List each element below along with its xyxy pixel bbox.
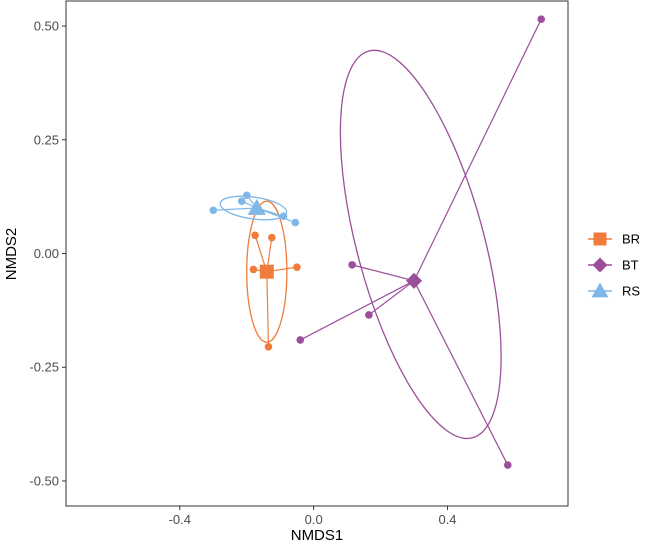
- sample-point-br: [268, 233, 276, 242]
- sample-point-bt: [503, 461, 512, 469]
- legend-label-bt: BT: [622, 258, 639, 273]
- centroid-rs: [247, 198, 266, 215]
- sample-point-rs: [209, 206, 218, 215]
- plot-panel-border: [65, 0, 569, 507]
- confidence-ellipse-rs: [219, 195, 288, 221]
- sample-point-br: [264, 342, 273, 351]
- sample-point-bt: [537, 15, 546, 23]
- spider-line-bt: [413, 280, 509, 466]
- y-tick-label: 0.25: [34, 132, 59, 147]
- legend-label-br: BR: [622, 232, 640, 247]
- confidence-ellipse-br: [246, 200, 288, 343]
- legend-key-br: [593, 232, 607, 246]
- x-tick-label: -0.4: [169, 512, 191, 527]
- y-axis-title: NMDS2: [3, 228, 20, 281]
- series-br: [246, 200, 301, 351]
- centroid-bt: [406, 272, 423, 289]
- series-rs: [209, 191, 300, 227]
- confidence-ellipse-bt: [339, 49, 502, 440]
- y-tick-label: 0.00: [34, 246, 59, 261]
- centroid-br: [259, 264, 274, 279]
- sample-point-rs: [237, 197, 246, 205]
- spider-line-bt: [413, 18, 542, 282]
- spider-line-bt: [299, 280, 415, 341]
- sample-point-bt: [348, 261, 356, 269]
- y-tick-label: -0.50: [29, 473, 59, 488]
- sample-point-rs: [242, 191, 251, 200]
- legend-label-rs: RS: [622, 284, 640, 299]
- sample-point-rs: [279, 212, 288, 220]
- sample-point-br: [249, 265, 258, 274]
- spider-line-bt: [368, 280, 415, 316]
- series-bt: [296, 15, 546, 469]
- sample-point-br: [251, 231, 259, 240]
- y-tick-label: -0.25: [29, 360, 59, 375]
- legend-key-rs: [591, 282, 609, 298]
- sample-point-rs: [291, 218, 300, 227]
- x-tick-label: 0.4: [438, 512, 456, 527]
- spider-line-br: [266, 271, 270, 347]
- sample-point-bt: [365, 311, 373, 319]
- sample-point-br: [293, 263, 301, 271]
- spider-line-rs: [213, 207, 257, 211]
- spider-line-bt: [351, 264, 415, 282]
- y-tick-label: 0.50: [34, 19, 59, 34]
- x-axis-title: NMDS1: [291, 527, 344, 544]
- sample-point-bt: [296, 336, 305, 344]
- x-tick-label: 0.0: [305, 512, 323, 527]
- legend: BR BT RS: [588, 232, 640, 299]
- legend-key-bt: [592, 257, 608, 273]
